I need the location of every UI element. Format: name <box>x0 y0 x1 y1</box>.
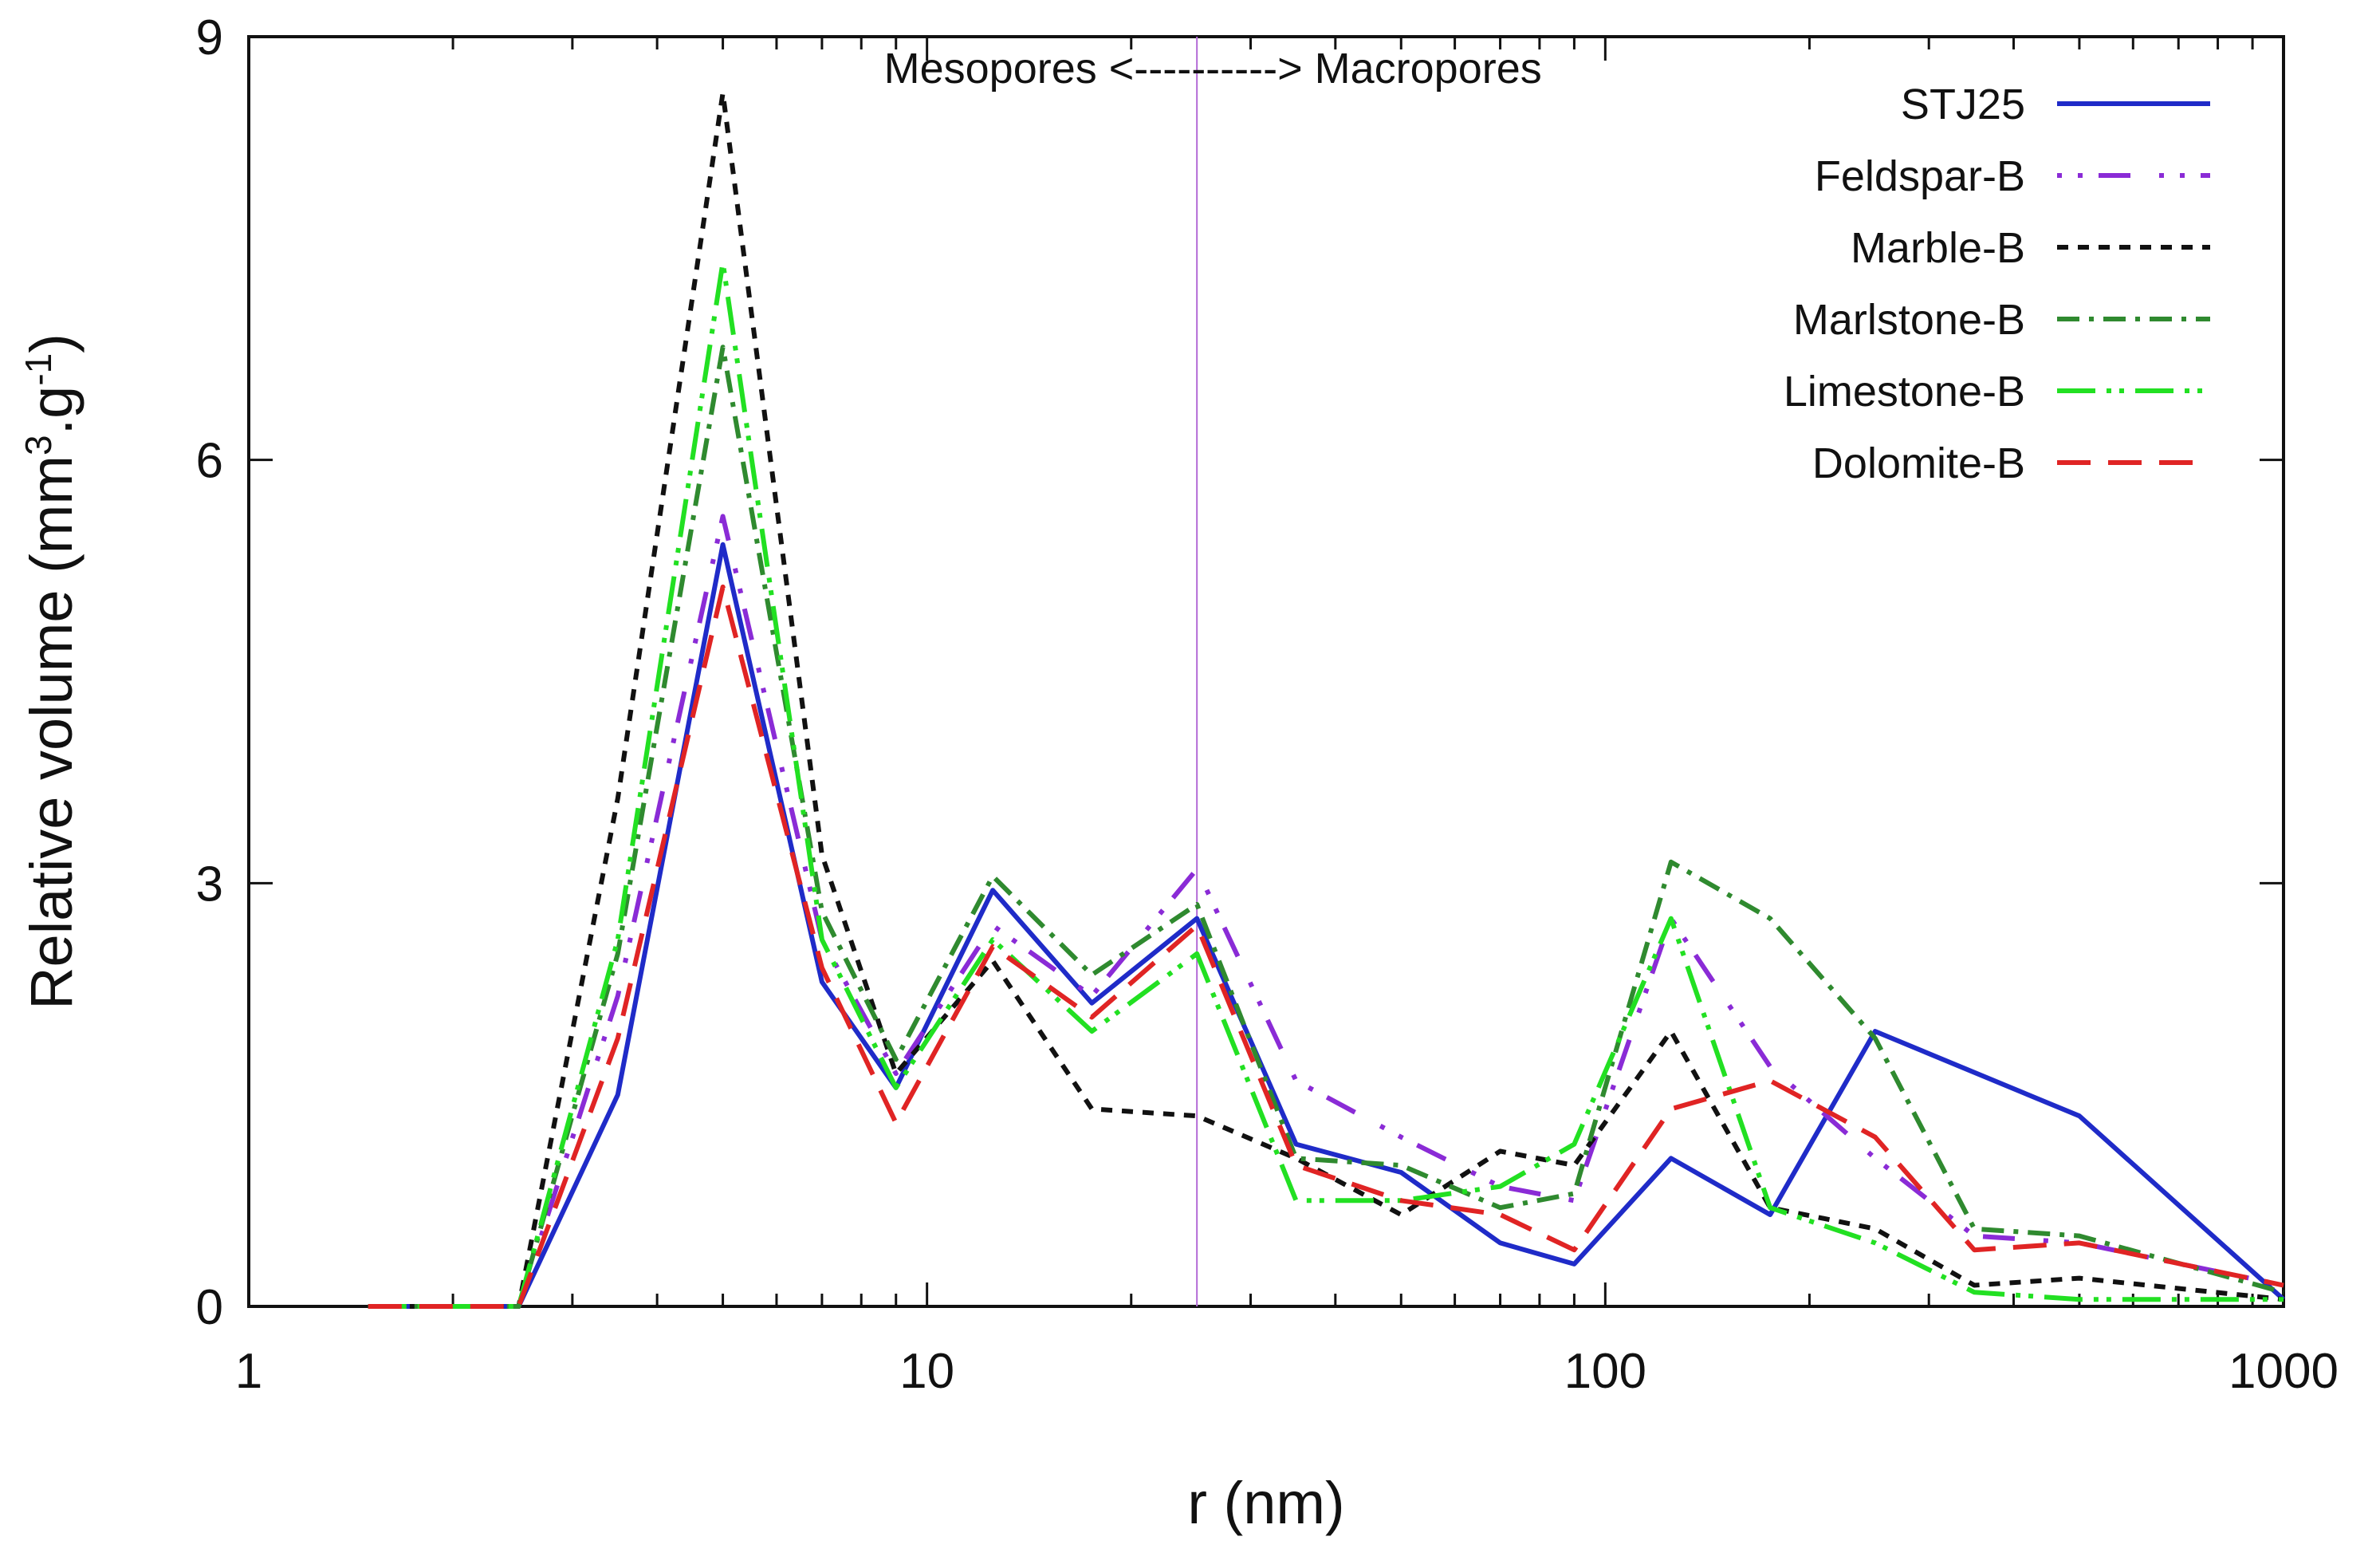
x-axis-title: r (nm) <box>1187 1470 1344 1536</box>
y-tick-label: 3 <box>196 857 223 912</box>
series-line-dolomite-b <box>368 584 2284 1309</box>
legend-label: Marlstone-B <box>1793 296 2025 344</box>
series-line-marlstone-b <box>368 345 2284 1309</box>
legend-label: STJ25 <box>1901 81 2025 128</box>
y-axis-title-mid: .g <box>18 386 85 435</box>
axis-ticks <box>247 35 2285 1308</box>
x-tick-label: 1 <box>235 1344 262 1399</box>
series-line-marble-b <box>368 90 2284 1309</box>
tick-labels: 1 10 100 1000 0 3 6 9 <box>196 10 2339 1399</box>
legend-label: Feldspar-B <box>1815 152 2025 200</box>
legend: STJ25 Feldspar-B Marble-B Marlstone-B Limest… <box>1784 81 2210 487</box>
legend-label: Limestone-B <box>1784 368 2025 416</box>
series-lines <box>368 90 2286 1309</box>
x-tick-label: 1000 <box>2229 1344 2339 1399</box>
x-tick-label: 10 <box>899 1344 954 1399</box>
series-line-feldspar-b <box>368 514 2284 1309</box>
y-axis-title-sup1: 3 <box>18 435 59 455</box>
legend-label: Dolomite-B <box>1812 439 2025 487</box>
y-axis-title-sup2: -1 <box>18 353 59 386</box>
y-tick-label: 6 <box>196 434 223 489</box>
plot-area <box>247 35 2285 1308</box>
mesopore-macropore-annotation: Mesopores <----------> Macropores <box>884 45 1542 93</box>
x-tick-label: 100 <box>1564 1344 1646 1399</box>
legend-label: Marble-B <box>1851 224 2025 272</box>
y-axis-title-end: ) <box>18 333 85 353</box>
series-line-limestone-b <box>368 260 2284 1309</box>
y-tick-label: 9 <box>196 10 223 65</box>
series-line-stj25 <box>368 542 2286 1309</box>
y-tick-label: 0 <box>196 1280 223 1335</box>
y-axis-title-main: Relative volume (mm <box>18 455 85 1010</box>
y-axis-title: Relative volume (mm3.g-1) <box>18 333 85 1010</box>
